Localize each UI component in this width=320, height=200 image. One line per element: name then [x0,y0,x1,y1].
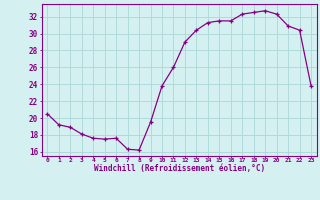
X-axis label: Windchill (Refroidissement éolien,°C): Windchill (Refroidissement éolien,°C) [94,164,265,173]
